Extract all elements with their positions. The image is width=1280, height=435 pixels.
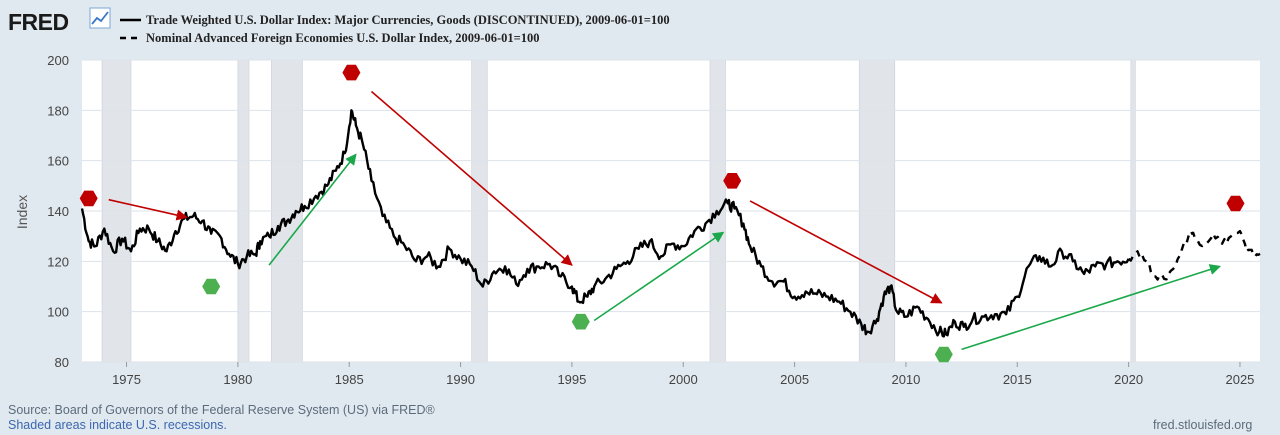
red-downtrend-arrow-1 — [370, 90, 573, 266]
site-link[interactable]: fred.stlouisfed.org — [1153, 418, 1253, 432]
peak-marker-1 — [342, 64, 361, 81]
y-tick-200: 200 — [47, 53, 69, 68]
x-tick-1990: 1990 — [446, 372, 475, 387]
green-uptrend-arrow-2 — [961, 264, 1221, 351]
green-uptrend-arrow-1 — [593, 231, 725, 322]
x-tick-2005: 2005 — [780, 372, 809, 387]
y-axis-label: Index — [14, 195, 30, 229]
y-tick-80: 80 — [55, 355, 69, 370]
y-axis-ticks: 80 100 120 140 160 180 200 — [47, 53, 69, 370]
legend: Trade Weighted U.S. Dollar Index: Major … — [120, 13, 670, 45]
turning-point-markers — [79, 64, 1245, 363]
peak-marker-0 — [79, 190, 98, 207]
x-tick-2020: 2020 — [1114, 372, 1143, 387]
x-tick-2025: 2025 — [1225, 372, 1254, 387]
recession-note-link[interactable]: Shaded areas indicate U.S. recessions. — [8, 418, 227, 432]
trough-marker-0 — [202, 278, 221, 295]
y-tick-140: 140 — [47, 204, 69, 219]
green-uptrend-arrow-0 — [268, 153, 357, 266]
trough-marker-2 — [934, 346, 953, 363]
fred-logo[interactable]: FRED — [8, 7, 111, 35]
x-tick-2015: 2015 — [1003, 372, 1032, 387]
x-tick-2000: 2000 — [669, 372, 698, 387]
trough-marker-1 — [571, 313, 590, 330]
trend-arrows — [108, 90, 1221, 351]
peak-marker-2 — [723, 173, 742, 189]
y-tick-180: 180 — [47, 103, 69, 118]
x-tick-1975: 1975 — [112, 372, 141, 387]
x-tick-1995: 1995 — [557, 372, 586, 387]
legend-item-2: Nominal Advanced Foreign Economies U.S. … — [146, 31, 539, 45]
series-lines — [80, 109, 1261, 338]
series-major-currencies-line — [80, 109, 1130, 338]
x-axis-ticks: 1975 1980 1985 1990 1995 2000 2005 2010 2015 2020… — [112, 362, 1254, 387]
source-note: Source: Board of Governors of the Federa… — [8, 403, 435, 417]
legend-item-1: Trade Weighted U.S. Dollar Index: Major … — [146, 13, 670, 27]
red-downtrend-arrow-0 — [108, 198, 188, 221]
x-tick-1980: 1980 — [223, 372, 252, 387]
x-tick-1985: 1985 — [335, 372, 364, 387]
y-tick-120: 120 — [47, 254, 69, 269]
y-tick-100: 100 — [47, 305, 69, 320]
chart-line-icon — [89, 7, 111, 29]
y-tick-160: 160 — [47, 154, 69, 169]
fred-logo-text: FRED — [8, 9, 69, 35]
red-downtrend-arrow-2 — [749, 200, 943, 304]
x-tick-2010: 2010 — [891, 372, 920, 387]
grid-lines — [82, 59, 1260, 363]
peak-marker-3 — [1226, 195, 1245, 212]
